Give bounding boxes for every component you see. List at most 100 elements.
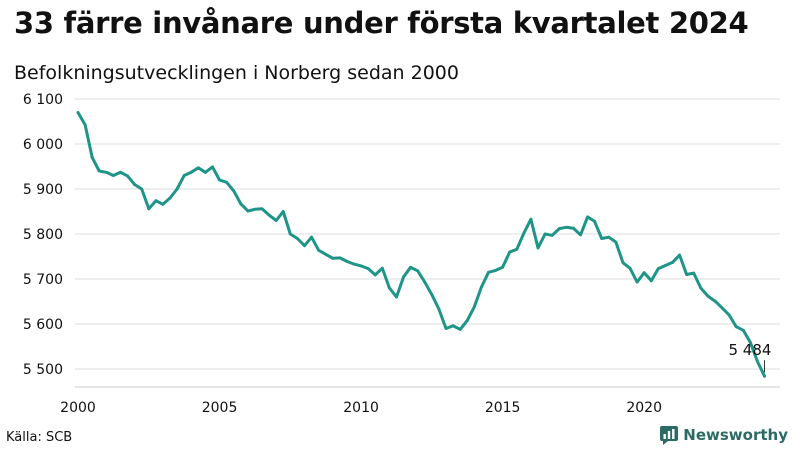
data-point xyxy=(734,325,738,329)
data-point xyxy=(246,209,250,213)
data-point xyxy=(628,266,632,270)
data-point xyxy=(140,187,144,191)
data-point xyxy=(727,313,731,317)
data-point xyxy=(373,273,377,277)
y-tick-label: 5 600 xyxy=(23,317,63,333)
data-point xyxy=(225,180,229,184)
data-point xyxy=(515,247,519,251)
data-point xyxy=(572,226,575,230)
data-point xyxy=(664,264,667,267)
brand-logo[interactable]: Newsworthy xyxy=(659,425,788,445)
data-point xyxy=(685,273,689,276)
data-point xyxy=(416,269,420,273)
data-point xyxy=(409,265,413,269)
source-note: Källa: SCB xyxy=(6,430,73,445)
y-tick-label: 6 000 xyxy=(23,137,63,153)
data-point xyxy=(458,328,462,331)
y-tick-label: 5 700 xyxy=(23,272,63,288)
data-point xyxy=(529,217,533,221)
data-point xyxy=(366,267,370,271)
series-line-0 xyxy=(76,111,766,378)
data-point xyxy=(218,178,221,182)
y-tick-label: 5 800 xyxy=(23,227,63,243)
data-point xyxy=(508,250,512,254)
data-point xyxy=(154,199,158,203)
data-point xyxy=(692,271,696,275)
data-point xyxy=(593,220,597,223)
data-point xyxy=(614,240,618,244)
data-point xyxy=(720,306,724,310)
x-tick-label: 2015 xyxy=(485,400,521,416)
chart-subtitle: Befolkningsutvecklingen i Norberg sedan … xyxy=(14,62,459,84)
data-point xyxy=(168,196,172,200)
data-point xyxy=(324,252,328,256)
data-point xyxy=(671,260,674,264)
data-point xyxy=(564,225,568,229)
data-point xyxy=(211,165,214,169)
data-point xyxy=(345,260,349,263)
data-point xyxy=(239,202,243,206)
data-point xyxy=(501,265,505,269)
data-point xyxy=(550,233,554,237)
data-point xyxy=(579,233,582,237)
newsworthy-logo-icon xyxy=(660,426,679,445)
data-point xyxy=(388,286,391,290)
data-point xyxy=(649,279,653,283)
data-point xyxy=(465,319,469,322)
y-tick-label: 5 900 xyxy=(23,182,63,198)
data-point xyxy=(395,295,398,299)
annotation-layer: 5 484 xyxy=(729,341,772,373)
data-point xyxy=(621,261,625,265)
data-point xyxy=(83,123,87,127)
data-point xyxy=(494,269,497,272)
y-axis-ticks: 5 500 5 600 5 700 5 800 5 900 6 000 6 100 xyxy=(23,92,63,378)
data-point xyxy=(281,210,285,213)
data-point xyxy=(678,253,681,257)
data-point xyxy=(402,275,405,279)
data-point xyxy=(331,256,335,260)
data-point xyxy=(763,374,766,378)
data-point xyxy=(472,305,476,309)
x-tick-label: 2000 xyxy=(60,400,96,416)
data-point xyxy=(274,219,278,222)
data-point xyxy=(536,246,540,250)
data-point xyxy=(430,293,434,297)
data-point xyxy=(97,169,101,173)
data-point xyxy=(119,170,122,174)
data-point xyxy=(487,270,490,274)
data-point xyxy=(133,183,137,186)
grid-lines xyxy=(75,98,780,388)
data-point xyxy=(607,235,611,239)
data-point xyxy=(111,174,115,177)
data-point xyxy=(543,232,547,236)
series-layer xyxy=(76,111,766,378)
last-value-label: 5 484 xyxy=(729,341,772,359)
data-point xyxy=(635,280,639,284)
data-point xyxy=(713,299,717,303)
y-tick-label: 6 100 xyxy=(23,92,63,108)
data-point xyxy=(175,187,179,191)
data-point xyxy=(699,286,703,290)
data-point xyxy=(480,285,483,289)
data-point xyxy=(126,174,129,178)
data-point xyxy=(706,294,710,298)
data-point xyxy=(338,256,342,260)
brand-name: Newsworthy xyxy=(683,426,788,444)
data-point xyxy=(748,341,752,344)
x-tick-label: 2020 xyxy=(626,400,662,416)
data-point xyxy=(147,207,151,211)
data-point xyxy=(600,237,604,240)
x-tick-label: 2005 xyxy=(202,400,238,416)
data-point xyxy=(182,174,186,177)
data-point xyxy=(260,207,264,211)
data-point xyxy=(317,248,321,252)
x-tick-label: 2010 xyxy=(343,400,379,416)
data-point xyxy=(741,328,745,332)
data-point xyxy=(196,166,200,170)
y-tick-label: 5 500 xyxy=(23,362,63,378)
data-point xyxy=(437,307,441,311)
data-point xyxy=(295,237,299,240)
data-point xyxy=(104,170,108,174)
data-point xyxy=(90,156,94,159)
data-point xyxy=(76,111,80,114)
